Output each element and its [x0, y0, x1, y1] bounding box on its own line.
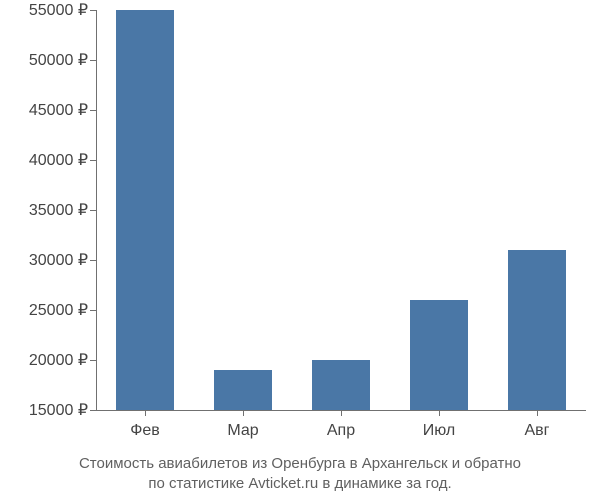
bars-group	[96, 10, 586, 410]
x-tick-mark	[341, 410, 342, 416]
y-tick-label: 45000 ₽	[29, 100, 88, 120]
y-tick-label: 20000 ₽	[29, 350, 88, 370]
y-tick-mark	[90, 310, 96, 311]
y-tick-mark	[90, 260, 96, 261]
x-tick-mark	[439, 410, 440, 416]
y-tick-mark	[90, 160, 96, 161]
bar	[116, 10, 175, 410]
y-tick-mark	[90, 10, 96, 11]
x-tick-mark	[243, 410, 244, 416]
x-tick-label: Апр	[327, 422, 355, 440]
caption-line-2: по статистике Avticket.ru в динамике за …	[0, 474, 600, 494]
x-tick-label: Авг	[524, 422, 549, 440]
y-tick-label: 15000 ₽	[29, 400, 88, 420]
chart-caption: Стоимость авиабилетов из Оренбурга в Арх…	[0, 454, 600, 495]
y-tick-label: 50000 ₽	[29, 50, 88, 70]
y-tick-mark	[90, 210, 96, 211]
y-tick-label: 25000 ₽	[29, 300, 88, 320]
x-tick-mark	[145, 410, 146, 416]
bar	[214, 370, 273, 410]
x-tick-label: Мар	[227, 422, 258, 440]
y-tick-label: 40000 ₽	[29, 150, 88, 170]
bar	[508, 250, 567, 410]
y-tick-label: 35000 ₽	[29, 200, 88, 220]
chart-container: 15000 ₽ 20000 ₽ 25000 ₽ 30000 ₽ 35000 ₽ 40000…	[0, 0, 600, 500]
bar	[410, 300, 469, 410]
y-tick-mark	[90, 60, 96, 61]
y-tick-label: 30000 ₽	[29, 250, 88, 270]
y-tick-label: 55000 ₽	[29, 0, 88, 20]
plot-area	[96, 10, 586, 410]
y-tick-mark	[90, 110, 96, 111]
y-tick-mark	[90, 410, 96, 411]
x-tick-label: Фев	[130, 422, 160, 440]
caption-line-1: Стоимость авиабилетов из Оренбурга в Арх…	[0, 454, 600, 474]
y-tick-mark	[90, 360, 96, 361]
x-tick-label: Июл	[423, 422, 455, 440]
bar	[312, 360, 371, 410]
x-tick-mark	[537, 410, 538, 416]
